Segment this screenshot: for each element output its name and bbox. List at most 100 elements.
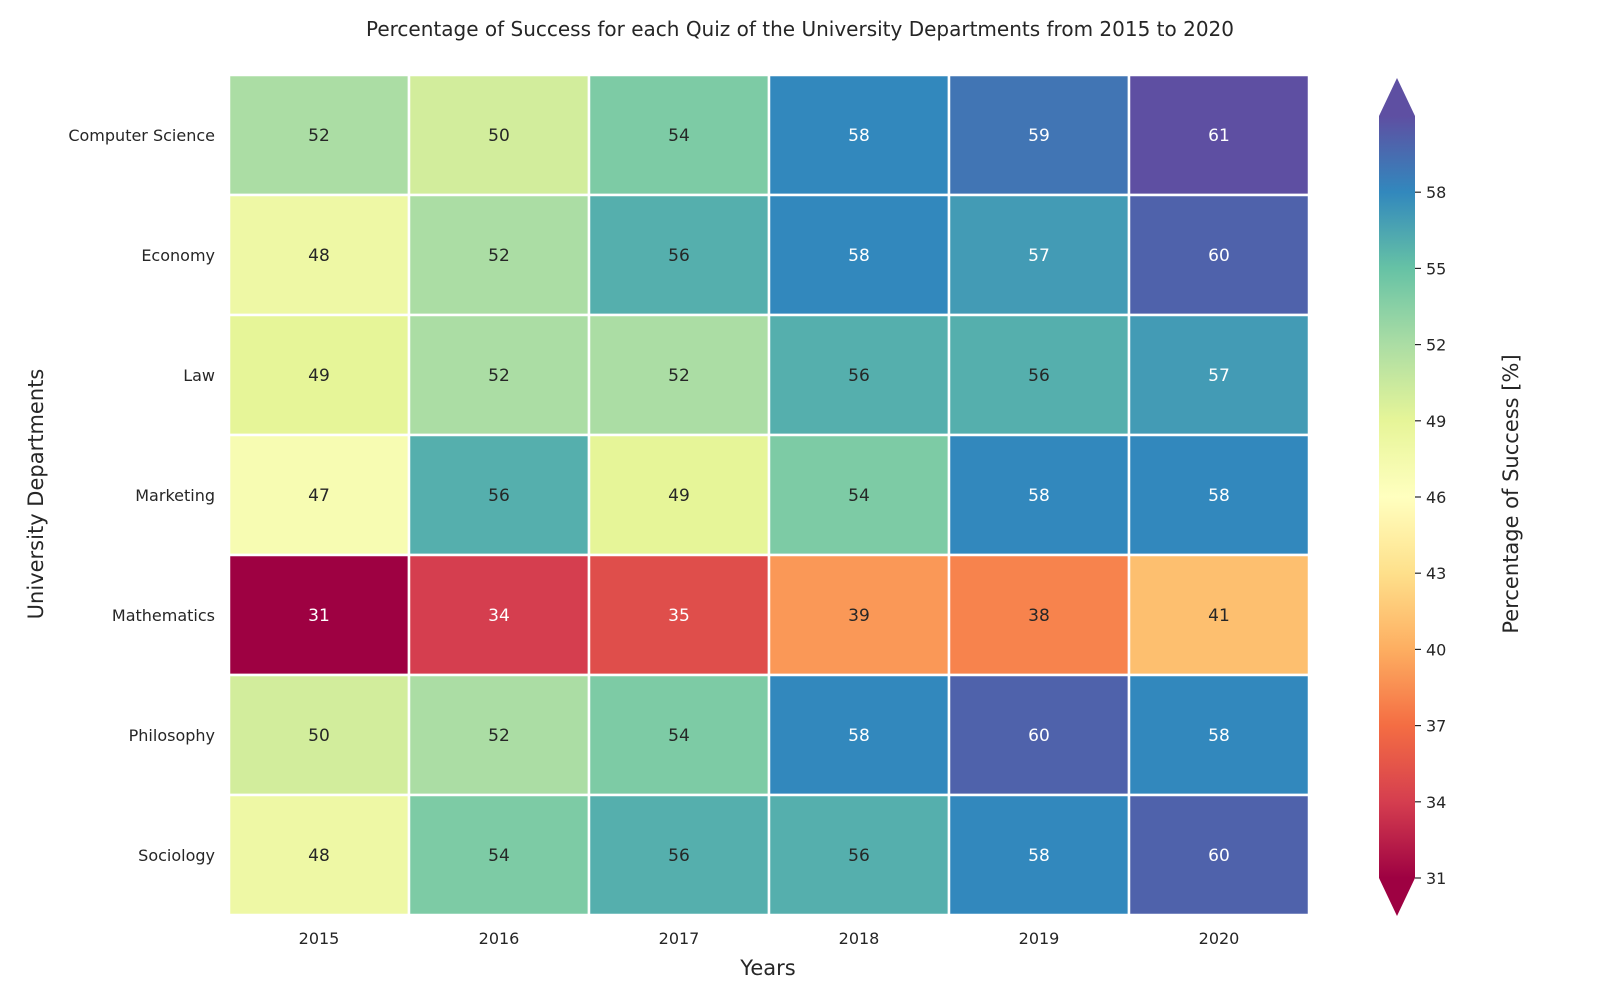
x-tick-label: 2015 <box>299 929 340 948</box>
heatmap-cell <box>1127 553 1311 677</box>
cell-value-label: 60 <box>1208 246 1230 266</box>
y-tick-label: Mathematics <box>112 606 215 625</box>
cell-value-label: 56 <box>848 366 870 386</box>
heatmap-cell <box>947 793 1131 917</box>
colorbar-tick-label: 52 <box>1426 336 1446 355</box>
heatmap-cell <box>767 793 951 917</box>
y-tick-label: Sociology <box>138 846 215 865</box>
x-tick-label: 2018 <box>839 929 880 948</box>
cell-value-label: 56 <box>848 846 870 866</box>
heatmap-cell <box>587 553 771 677</box>
heatmap-cell <box>1127 433 1311 557</box>
colorbar-tick-label: 49 <box>1426 412 1446 431</box>
cell-value-label: 61 <box>1208 126 1230 146</box>
heatmap-cell <box>407 313 591 437</box>
heatmap-cell <box>767 313 951 437</box>
cell-value-label: 54 <box>848 486 870 506</box>
cell-value-label: 60 <box>1208 846 1230 866</box>
y-tick-label: Marketing <box>135 486 215 505</box>
x-axis-label: Years <box>739 956 795 980</box>
cell-value-label: 52 <box>488 726 510 746</box>
cell-value-label: 52 <box>308 126 330 146</box>
cell-value-label: 50 <box>488 126 510 146</box>
cell-value-label: 56 <box>488 486 510 506</box>
heatmap-cell <box>227 673 411 797</box>
cell-value-label: 58 <box>1208 486 1230 506</box>
heatmap-cell <box>227 553 411 677</box>
heatmap-cell <box>1127 313 1311 437</box>
x-tick-label: 2019 <box>1019 929 1060 948</box>
x-tick-label: 2020 <box>1199 929 1240 948</box>
heatmap-cell <box>227 73 411 197</box>
cell-value-label: 60 <box>1028 726 1050 746</box>
heatmap-cell <box>227 433 411 557</box>
cell-value-label: 57 <box>1208 366 1230 386</box>
cell-value-label: 41 <box>1208 606 1230 626</box>
heatmap-cell <box>587 433 771 557</box>
heatmap-cell <box>407 793 591 917</box>
heatmap-cell <box>767 193 951 317</box>
colorbar-tick-label: 34 <box>1426 793 1446 812</box>
heatmap-cell <box>407 193 591 317</box>
cell-value-label: 49 <box>308 366 330 386</box>
x-tick-label: 2017 <box>659 929 700 948</box>
y-tick-labels: Computer Science Economy Law Marketing Mathe… <box>68 126 215 865</box>
cell-value-label: 48 <box>308 246 330 266</box>
heatmap-cell <box>767 553 951 677</box>
colorbar-tick-label: 46 <box>1426 488 1446 507</box>
cell-value-label: 47 <box>308 486 330 506</box>
heatmap-cell <box>1127 73 1311 197</box>
cell-value-label: 48 <box>308 846 330 866</box>
colorbar-tick-label: 43 <box>1426 564 1446 583</box>
colorbar: 31 34 37 40 43 46 49 52 55 58 <box>1379 78 1446 916</box>
colorbar-gradient <box>1379 116 1415 878</box>
cell-value-label: 54 <box>668 126 690 146</box>
heatmap-cell <box>227 793 411 917</box>
cell-value-label: 35 <box>668 606 690 626</box>
heatmap-cell <box>407 433 591 557</box>
x-tick-label: 2016 <box>479 929 520 948</box>
cell-value-label: 52 <box>668 366 690 386</box>
cell-value-label: 59 <box>1028 126 1050 146</box>
heatmap-cell <box>947 313 1131 437</box>
colorbar-extend-min <box>1379 878 1415 916</box>
cell-value-label: 50 <box>308 726 330 746</box>
cell-value-label: 58 <box>1028 486 1050 506</box>
cell-value-label: 39 <box>848 606 870 626</box>
cell-value-label: 34 <box>488 606 510 626</box>
heatmap-cell <box>947 553 1131 677</box>
cell-value-label: 58 <box>1028 846 1050 866</box>
cell-value-label: 31 <box>308 606 330 626</box>
cell-value-label: 49 <box>668 486 690 506</box>
heatmap-cell <box>1127 673 1311 797</box>
cell-value-label: 52 <box>488 366 510 386</box>
x-tick-labels: 2015 2016 2017 2018 2019 2020 <box>299 929 1240 948</box>
cell-value-label: 57 <box>1028 246 1050 266</box>
colorbar-tick-label: 31 <box>1426 869 1446 888</box>
colorbar-tick-label: 55 <box>1426 259 1446 278</box>
cell-value-label: 54 <box>488 846 510 866</box>
cell-value-label: 58 <box>848 726 870 746</box>
cell-value-label: 38 <box>1028 606 1050 626</box>
cell-value-label: 56 <box>668 246 690 266</box>
cell-value-label: 56 <box>1028 366 1050 386</box>
colorbar-label: Percentage of Success [%] <box>1499 354 1523 633</box>
y-tick-label: Law <box>183 366 215 385</box>
colorbar-tick-label: 58 <box>1426 183 1446 202</box>
colorbar-tick-label: 40 <box>1426 640 1446 659</box>
y-axis-label: University Departments <box>24 369 48 620</box>
colorbar-extend-max <box>1379 78 1415 116</box>
cell-value-label: 56 <box>668 846 690 866</box>
heatmap-cell <box>947 433 1131 557</box>
heatmap-cell <box>1127 793 1311 917</box>
heatmap-cell <box>767 433 951 557</box>
cell-value-label: 58 <box>848 126 870 146</box>
y-tick-label: Economy <box>141 246 215 265</box>
cell-value-label: 52 <box>488 246 510 266</box>
heatmap-cell <box>407 73 591 197</box>
cell-value-label: 58 <box>848 246 870 266</box>
colorbar-tick-label: 37 <box>1426 717 1446 736</box>
heatmap-cells: 52 50 54 58 59 61 48 52 56 58 57 60 49 52 52 56 56 57 47 56… <box>227 73 1311 917</box>
heatmap-cell <box>587 73 771 197</box>
